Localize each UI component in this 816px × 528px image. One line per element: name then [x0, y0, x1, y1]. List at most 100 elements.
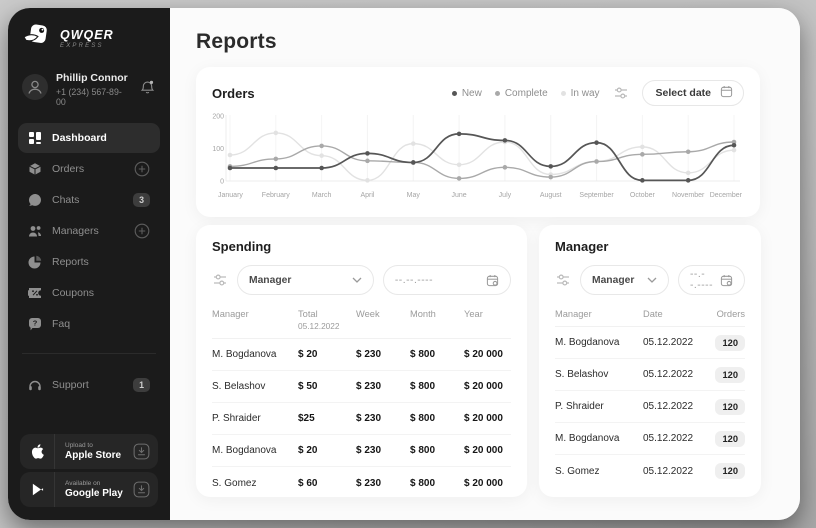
svg-text:August: August	[540, 192, 562, 199]
orders-count-badge: 120	[715, 463, 745, 479]
filter-icon[interactable]	[555, 272, 571, 288]
table-row: S. Gomez $ 60 $ 230 $ 800 $ 20 000	[212, 467, 511, 499]
svg-text:June: June	[451, 192, 466, 199]
table-cell: P. Shraider	[212, 413, 261, 424]
manager-dropdown[interactable]: Manager	[580, 265, 669, 295]
faq-icon: ?	[28, 317, 42, 331]
sidebar-item-support[interactable]: Support 1	[18, 370, 160, 400]
sidebar-item-label: Chats	[52, 194, 80, 206]
brand-logo: QWQER EXPRESS	[8, 8, 170, 62]
table-cell: 05.12.2022	[643, 465, 694, 477]
amount-cell: $ 230	[356, 445, 382, 456]
table-cell: S. Belashov	[555, 369, 609, 380]
amount-cell: $ 230	[356, 413, 382, 424]
apple-store-button[interactable]: Upload to Apple Store	[20, 434, 158, 469]
amount-cell: $ 60	[298, 477, 318, 489]
svg-text:?: ?	[33, 319, 38, 328]
svg-text:March: March	[312, 192, 332, 199]
legend-dot-icon	[560, 90, 566, 96]
svg-text:0: 0	[220, 179, 224, 186]
column-header: Date	[643, 309, 663, 319]
table-header: Manager Total 05.12.2022 Week Month Year	[212, 305, 511, 339]
table-row: M. Bogdanova 05.12.2022 120	[555, 423, 745, 455]
orders-count-badge: 120	[715, 334, 745, 351]
table-cell: S. Belashov	[212, 381, 266, 392]
manager-dropdown[interactable]: Manager	[237, 265, 374, 295]
date-input[interactable]: --.--.----	[382, 265, 511, 295]
google-play-icon	[20, 472, 55, 507]
main-content: Reports Orders New Complete In way Select …	[170, 8, 800, 520]
sidebar-item-label: Managers	[52, 225, 99, 237]
avatar	[22, 74, 48, 105]
app-window: QWQER EXPRESS Phillip Connor +1 (234) 56…	[8, 8, 800, 520]
manager-table: Manager Date Orders M. Bogdanova 05.12.2022 1…	[555, 305, 745, 487]
chevron-down-icon	[647, 277, 657, 283]
table-row: M. Bogdanova $ 20 $ 230 $ 800 $ 20 000	[212, 339, 511, 371]
spending-card: Spending Manager	[196, 225, 527, 497]
store-button-label: Apple Store	[65, 450, 122, 461]
sidebar-item-faq[interactable]: ? Faq	[18, 309, 160, 339]
amount-cell: $ 20 000	[464, 445, 503, 456]
column-header: Manager	[555, 309, 592, 319]
select-date-label: Select date	[655, 87, 711, 99]
orders-icon	[28, 162, 42, 176]
amount-cell: $ 20	[298, 349, 318, 360]
add-orders-button[interactable]	[134, 161, 150, 177]
google-play-button[interactable]: Available on Google Play	[20, 472, 158, 507]
column-header: Week	[356, 309, 380, 319]
column-header: Month	[410, 309, 436, 319]
coupons-icon	[28, 286, 42, 300]
table-cell: 05.12.2022	[643, 401, 694, 412]
table-cell: M. Bogdanova	[555, 337, 620, 348]
notification-bell-icon[interactable]	[139, 79, 156, 101]
amount-cell: $ 20 000	[464, 349, 503, 360]
orders-count-badge: 120	[715, 398, 745, 415]
sidebar-item-label: Support	[52, 379, 89, 391]
table-row: S. Belashov 05.12.2022 120	[555, 359, 745, 391]
sidebar-item-managers[interactable]: Managers	[18, 216, 160, 246]
column-header: Total 05.12.2022	[298, 309, 340, 331]
amount-cell: $ 800	[410, 413, 436, 424]
sidebar-item-orders[interactable]: Orders	[18, 154, 160, 184]
svg-text:November: November	[672, 192, 705, 199]
download-icon	[133, 443, 150, 460]
chats-icon	[28, 193, 42, 207]
user-profile[interactable]: Phillip Connor +1 (234) 567-89-00	[22, 72, 156, 107]
svg-text:May: May	[407, 192, 421, 199]
svg-text:February: February	[262, 192, 291, 199]
svg-text:October: October	[630, 192, 656, 199]
sidebar-divider	[22, 353, 156, 354]
svg-text:April: April	[360, 192, 374, 199]
table-row: S. Gomez 05.12.2022 120	[555, 455, 745, 487]
table-row: M. Bogdanova $ 20 $ 230 $ 800 $ 20 000	[212, 435, 511, 467]
sidebar-item-label: Orders	[52, 163, 85, 175]
filter-icon[interactable]	[613, 85, 629, 101]
amount-cell: $ 230	[356, 477, 382, 489]
managers-icon	[28, 224, 42, 238]
sidebar-item-reports[interactable]: Reports	[18, 247, 160, 277]
date-input[interactable]: --.--.----	[678, 265, 745, 295]
table-cell: S. Gomez	[555, 465, 600, 477]
filter-icon[interactable]	[212, 272, 228, 288]
user-phone: +1 (234) 567-89-00	[56, 87, 122, 107]
amount-cell: $ 800	[410, 445, 436, 456]
brand-name: QWQER	[60, 28, 114, 42]
add-managers-button[interactable]	[134, 223, 150, 239]
select-date-button[interactable]: Select date	[641, 80, 744, 106]
sidebar-item-dashboard[interactable]: Dashboard	[18, 123, 160, 153]
download-icon	[133, 481, 150, 498]
column-header: Manager	[212, 309, 249, 319]
table-cell: S. Gomez	[212, 477, 257, 489]
legend-in-way: In way	[560, 88, 600, 99]
table-row: P. Shraider 05.12.2022 120	[555, 391, 745, 423]
sidebar-item-coupons[interactable]: Coupons	[18, 278, 160, 308]
sidebar-item-chats[interactable]: Chats 3	[18, 185, 160, 215]
amount-cell: $ 20 000	[464, 477, 503, 489]
orders-count-badge: 120	[715, 430, 745, 447]
table-row: M. Bogdanova 05.12.2022 120	[555, 327, 745, 359]
svg-text:200: 200	[212, 114, 224, 121]
amount-cell: $ 800	[410, 477, 436, 489]
count-badge: 3	[133, 193, 150, 207]
table-cell: M. Bogdanova	[555, 433, 620, 444]
pelican-logo-icon	[22, 23, 52, 54]
